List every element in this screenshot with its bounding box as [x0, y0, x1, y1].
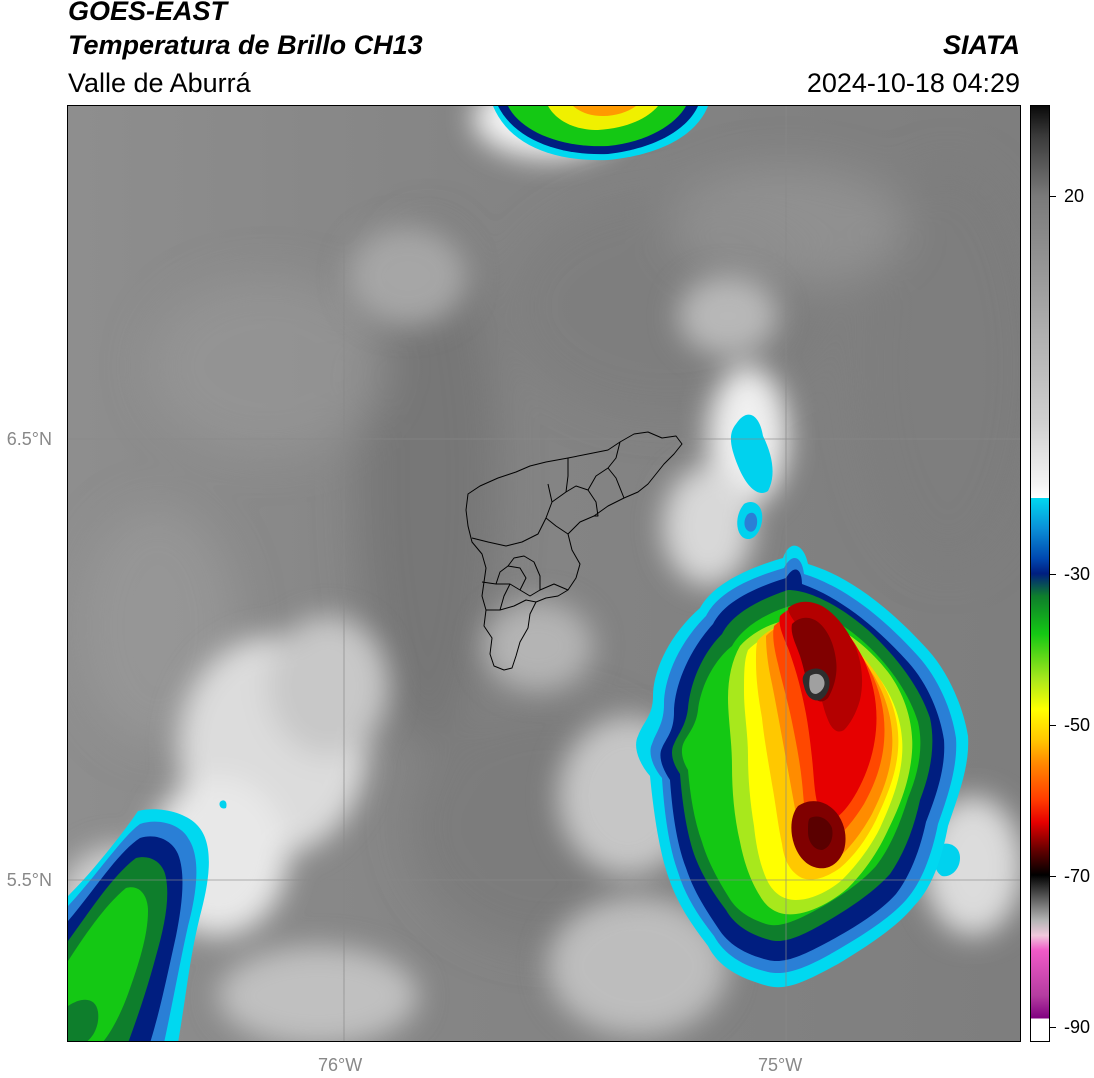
latitude-label-5-5: 5.5°N	[6, 870, 52, 890]
longitude-label-76: 76°W	[318, 1055, 363, 1075]
satellite-map	[67, 105, 1021, 1042]
colorbar-tick	[1050, 195, 1056, 197]
latitude-label-6-5: 6.5°N	[6, 429, 52, 449]
colorbar-tick	[1050, 573, 1056, 575]
convective-cloud-top-north	[493, 106, 708, 161]
grid-lines	[68, 106, 1020, 1041]
convective-cloud-southwest	[68, 809, 209, 1041]
colorbar-tick-label: -90	[1064, 1016, 1091, 1037]
small-cyan-cloud-cells	[219, 414, 960, 877]
region-label: Valle de Aburrá	[68, 68, 251, 98]
convective-cloud-southeast	[636, 545, 969, 988]
colorbar-tick	[1050, 875, 1056, 877]
municipality-boundaries	[465, 431, 683, 671]
colorbar-tick-label: -30	[1064, 563, 1091, 584]
colorbar-tick-label: -70	[1064, 865, 1091, 886]
colorbar-tick	[1050, 724, 1056, 726]
colorbar-tick-label: -50	[1064, 714, 1091, 735]
colorbar-tick-label: 20	[1064, 185, 1085, 206]
brand-label: SIATA	[943, 30, 1020, 60]
timestamp-label: 2024-10-18 04:29	[806, 68, 1020, 98]
map-title: GOES-EAST	[68, 0, 228, 26]
colorbar	[1030, 105, 1050, 1042]
longitude-label-75: 75°W	[758, 1055, 803, 1075]
colorbar-tick	[1050, 1026, 1056, 1028]
map-subtitle: Temperatura de Brillo CH13	[68, 30, 423, 60]
